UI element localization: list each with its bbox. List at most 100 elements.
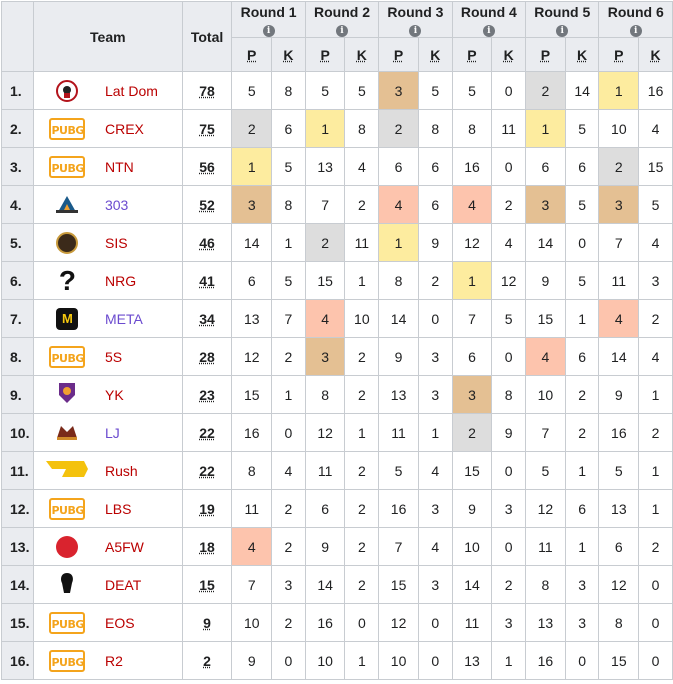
team-logo-cell[interactable]: PUBG [32, 603, 101, 642]
team-logo-cell[interactable]: ? [32, 261, 101, 300]
placement-cell: 16 [525, 641, 566, 680]
team-link[interactable]: A5FW [104, 538, 144, 555]
kills-cell: 8 [344, 109, 380, 148]
kills-cell: 2 [344, 565, 380, 604]
team-link[interactable]: Lat Dom [104, 82, 158, 99]
team-logo-cell[interactable]: PUBG [32, 641, 101, 680]
total-value: 15 [199, 576, 215, 593]
team-link[interactable]: NRG [104, 272, 137, 289]
total-value: 46 [199, 234, 215, 251]
team-logo-cell[interactable] [32, 451, 101, 490]
round-label: Round 5 [534, 4, 591, 20]
kills-cell: 5 [344, 71, 380, 110]
placement-cell: 4 [378, 185, 419, 224]
round-label: Round 3 [387, 4, 444, 20]
info-icon[interactable]: i [482, 25, 495, 37]
kills-cell: 0 [344, 603, 380, 642]
placement-cell: 11 [525, 527, 566, 566]
placement-cell: 11 [378, 413, 419, 452]
info-icon[interactable]: i [262, 25, 275, 37]
placement-cell: 6 [304, 489, 346, 528]
kills-cell: 8 [491, 375, 527, 414]
info-icon[interactable]: i [336, 25, 348, 37]
kills-cell: 1 [417, 413, 453, 452]
deat-logo [57, 571, 77, 598]
total-cell: 9 [181, 603, 233, 642]
info-icon[interactable]: i [409, 25, 422, 37]
team-link[interactable]: LBS [104, 500, 132, 517]
standings-body: 1. Lat Dom 78 5 8 5 5 3 5 5 0 2 14 1 16 2. PUBG CREX 75 2 6 1… [1, 71, 673, 680]
kills-cell: 4 [491, 223, 527, 262]
round-label: Round 4 [460, 4, 517, 20]
placement-cell: 8 [598, 603, 640, 642]
placement-cell: 7 [525, 413, 566, 452]
placement-cell: 10 [378, 641, 419, 680]
team-logo-cell[interactable] [32, 375, 101, 414]
team-logo-cell[interactable] [32, 565, 101, 604]
team-link[interactable]: R2 [104, 652, 123, 669]
kills-cell: 0 [491, 527, 527, 566]
team-link[interactable]: DEAT [104, 576, 142, 593]
kills-cell: 5 [271, 261, 306, 300]
total-cell: 78 [181, 71, 233, 110]
kills-cell: 1 [344, 641, 380, 680]
team-logo-cell[interactable]: PUBG [32, 489, 101, 528]
team-name-cell: A5FW [100, 527, 183, 566]
team-logo-cell[interactable] [32, 223, 101, 262]
pubg-logo: PUBG [49, 611, 86, 634]
team-link[interactable]: SIS [104, 234, 128, 251]
placement-cell: 14 [378, 299, 419, 338]
team-link[interactable]: 5S [104, 348, 123, 365]
placement-cell: 13 [451, 641, 493, 680]
total-cell: 2 [181, 641, 233, 680]
rank-cell: 13. [1, 527, 34, 566]
team-logo-cell[interactable] [32, 71, 101, 110]
team-logo-cell[interactable] [32, 185, 101, 224]
team-link[interactable]: NTN [104, 158, 134, 175]
info-icon[interactable]: i [629, 25, 642, 37]
team-link[interactable]: LJ [104, 424, 120, 441]
total-cell: 34 [181, 299, 233, 338]
kills-cell: 2 [638, 299, 673, 338]
team-link[interactable]: YK [104, 386, 124, 403]
kills-cell: 0 [564, 641, 600, 680]
placement-cell: 2 [598, 147, 640, 186]
kills-cell: 2 [271, 603, 306, 642]
placement-cell: 4 [304, 299, 346, 338]
round-header-3: Round 3 i [378, 1, 453, 38]
kills-cell: 8 [417, 109, 453, 148]
team-logo-cell[interactable]: PUBG [32, 337, 101, 376]
placement-header: P [598, 37, 640, 72]
round-header-2: Round 2 i [304, 1, 380, 38]
info-icon[interactable]: i [556, 25, 569, 37]
kills-cell: 11 [491, 109, 527, 148]
placement-cell: 15 [525, 299, 566, 338]
total-header: Total [181, 1, 233, 72]
team-link[interactable]: Rush [104, 462, 138, 479]
placement-cell: 11 [451, 603, 493, 642]
team-logo-cell[interactable]: PUBG [32, 109, 101, 148]
kills-cell: 4 [638, 223, 673, 262]
team-logo-cell[interactable] [32, 527, 101, 566]
team-logo-cell[interactable] [32, 413, 101, 452]
total-value: 52 [199, 196, 215, 213]
kills-cell: 2 [564, 413, 600, 452]
team-link[interactable]: EOS [104, 614, 135, 631]
kills-cell: 0 [491, 451, 527, 490]
placement-cell: 14 [304, 565, 346, 604]
team-logo-cell[interactable]: PUBG [32, 147, 101, 186]
kills-cell: 3 [638, 261, 673, 300]
header-row-pk: P K P K P K P K P K P K [2, 37, 673, 72]
team-link[interactable]: 303 [104, 196, 129, 213]
kills-cell: 5 [564, 261, 600, 300]
rank-cell: 5. [1, 223, 34, 262]
kills-cell: 3 [271, 565, 306, 604]
placement-cell: 15 [451, 451, 493, 490]
team-link[interactable]: META [104, 310, 143, 327]
team-name-cell: EOS [100, 603, 183, 642]
table-row: 4. 303 52 3 8 7 2 4 6 4 2 3 5 3 5 [1, 185, 673, 224]
placement-cell: 8 [525, 565, 566, 604]
total-value: 23 [199, 386, 215, 403]
team-logo-cell[interactable]: M [32, 299, 101, 338]
team-link[interactable]: CREX [104, 120, 144, 137]
